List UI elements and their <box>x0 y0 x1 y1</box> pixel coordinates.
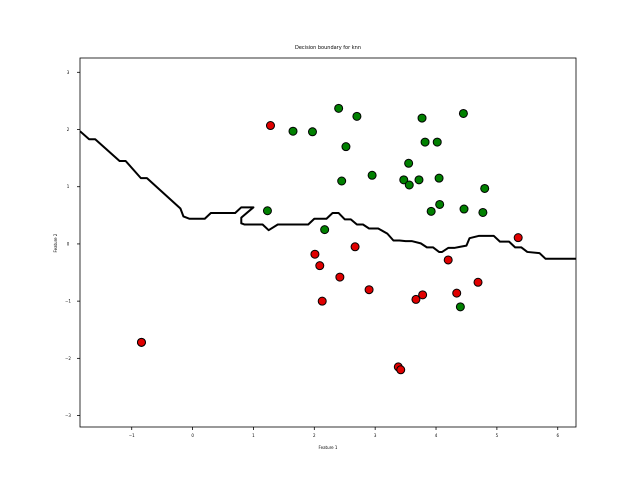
data-point-green <box>367 170 377 180</box>
data-point-red <box>473 277 483 287</box>
data-point-red <box>317 296 327 306</box>
data-point-green <box>399 175 409 185</box>
data-point-green <box>262 206 272 216</box>
data-point-red <box>136 337 146 347</box>
data-point-red <box>411 294 421 304</box>
data-point-green <box>320 225 330 235</box>
data-point-red <box>364 285 374 295</box>
data-point-green <box>404 158 414 168</box>
data-point-green <box>414 175 424 185</box>
decision-boundary-line <box>80 130 576 260</box>
data-point-red <box>513 233 523 243</box>
data-point-green <box>459 204 469 214</box>
data-point-green <box>341 142 351 152</box>
x-tick-label: −1 <box>129 433 135 438</box>
x-axis: −1 0 1 2 3 4 5 6 <box>129 427 559 438</box>
data-point-green <box>337 176 347 186</box>
data-point-green <box>478 207 488 217</box>
data-point-red <box>443 255 453 265</box>
data-point-green <box>435 199 445 209</box>
data-point-green <box>420 137 430 147</box>
x-tick-label: 6 <box>556 433 559 438</box>
data-point-red <box>315 261 325 271</box>
y-tick-label: −3 <box>65 413 71 418</box>
data-point-red <box>350 242 360 252</box>
y-axis-label: Feature 2 <box>53 233 58 252</box>
x-tick-label: 2 <box>313 433 316 438</box>
y-tick-label: −1 <box>65 299 71 304</box>
data-point-green <box>352 111 362 121</box>
data-point-red <box>310 249 320 259</box>
data-point-green <box>307 127 317 137</box>
y-tick-label: 0 <box>67 241 70 246</box>
x-tick-label: 1 <box>252 433 255 438</box>
x-axis-label: Feature 1 <box>319 445 338 450</box>
data-point-red <box>418 290 428 300</box>
data-point-red <box>335 272 345 282</box>
data-point-green <box>434 173 444 183</box>
y-tick-label: 2 <box>67 127 70 132</box>
data-point-green <box>426 206 436 216</box>
data-point-green <box>404 180 414 190</box>
data-point-green <box>288 126 298 136</box>
x-tick-label: 3 <box>374 433 377 438</box>
y-axis: −3 −2 −1 0 1 2 3 <box>65 70 80 418</box>
data-point-green <box>417 113 427 123</box>
x-tick-label: 5 <box>496 433 499 438</box>
data-point-green <box>432 137 442 147</box>
plot-frame <box>79 57 577 428</box>
y-tick-label: 3 <box>67 70 70 75</box>
x-tick-label: 0 <box>191 433 194 438</box>
plot-area <box>80 103 576 375</box>
data-point-red <box>452 288 462 298</box>
y-tick-label: −2 <box>65 356 71 361</box>
data-point-green <box>455 302 465 312</box>
x-tick-label: 4 <box>435 433 438 438</box>
data-point-red <box>396 365 406 375</box>
data-point-green <box>480 183 490 193</box>
chart-title: Decision boundary for knn <box>295 45 361 51</box>
y-tick-label: 1 <box>67 184 70 189</box>
data-point-green <box>458 108 468 118</box>
data-point-green <box>334 103 344 113</box>
data-point-red <box>265 121 275 131</box>
